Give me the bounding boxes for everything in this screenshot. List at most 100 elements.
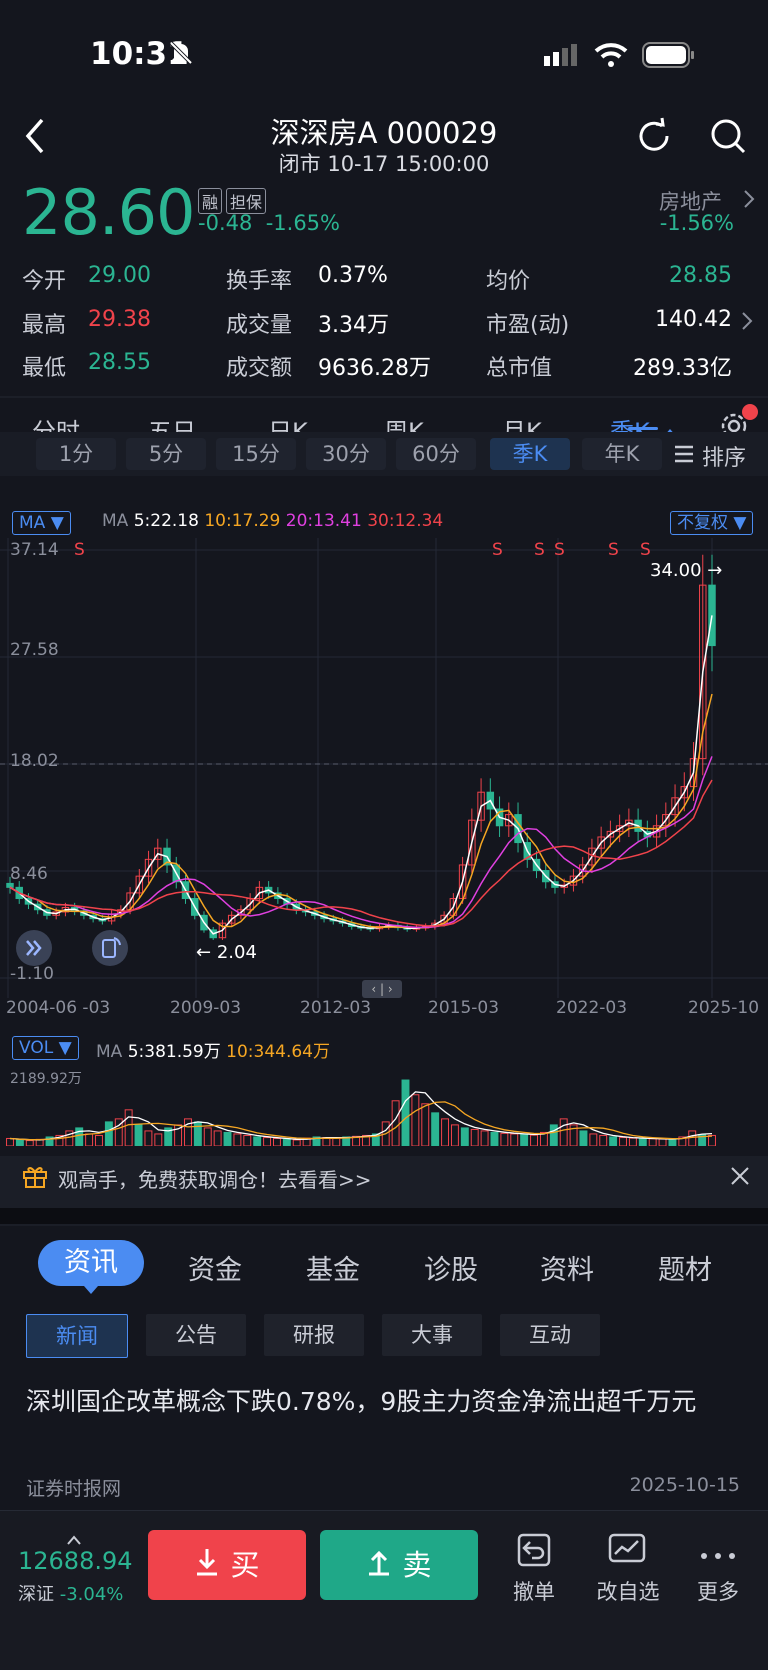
chevron-right-icon[interactable] <box>740 310 754 336</box>
battery-icon <box>642 42 696 72</box>
subtab-research[interactable]: 研报 <box>264 1314 364 1356</box>
tab-funds-flow[interactable]: 资金 <box>188 1255 242 1286</box>
volume-bar <box>25 1140 34 1146</box>
close-icon[interactable] <box>730 1166 750 1190</box>
turnover-rate-label: 换手率 <box>226 269 293 294</box>
ma20-value: 20:13.41 <box>285 511 362 531</box>
tab-diagnosis[interactable]: 诊股 <box>424 1255 478 1286</box>
volume-bar <box>164 1127 173 1146</box>
expand-left-button[interactable] <box>16 930 52 966</box>
tab-theme[interactable]: 题材 <box>658 1255 712 1286</box>
date-axis-label: 2015-03 <box>428 998 500 1018</box>
ma-prefix: MA <box>102 511 129 531</box>
drag-handle[interactable]: ‹ | › <box>362 980 402 998</box>
back-button[interactable] <box>22 116 50 160</box>
volume-chart[interactable] <box>0 1064 768 1146</box>
ma5-value: 5:22.18 <box>133 511 199 531</box>
ma10-value: 10:17.29 <box>204 511 281 531</box>
gift-icon <box>22 1163 48 1193</box>
sort-button[interactable]: 排序 <box>702 446 747 471</box>
interval-5min[interactable]: 5分 <box>126 438 206 470</box>
current-price: 28.60 <box>22 176 195 249</box>
open-value: 29.00 <box>88 263 151 288</box>
ma-line <box>9 779 713 927</box>
sort-list-icon[interactable] <box>674 444 694 468</box>
interval-year[interactable]: 年K <box>582 438 662 470</box>
tab-news[interactable]: 资讯 <box>38 1240 144 1286</box>
interval-60min[interactable]: 60分 <box>396 438 476 470</box>
volume-bar <box>243 1134 252 1146</box>
candle-body <box>218 922 227 939</box>
signal-marker: S <box>608 540 619 560</box>
interval-quarter[interactable]: 季K <box>490 438 570 470</box>
cancel-order-button[interactable]: 撤单 <box>513 1580 555 1604</box>
notification-dot <box>742 404 758 420</box>
rotate-screen-button[interactable] <box>92 930 128 966</box>
subtab-events[interactable]: 大事 <box>382 1314 482 1356</box>
buy-button[interactable]: 买 <box>148 1530 306 1600</box>
edit-watchlist-button[interactable]: 改自选 <box>596 1580 660 1604</box>
volume-bar <box>579 1130 588 1146</box>
kline-chart[interactable] <box>0 538 768 1026</box>
ma-select[interactable]: MA ▼ <box>12 511 71 535</box>
volume-bar <box>668 1138 677 1146</box>
more-button[interactable]: 更多 <box>697 1580 739 1604</box>
amount-value: 9636.28万 <box>318 356 431 381</box>
ma-values: MA 5:22.18 10:17.29 20:13.41 30:12.34 <box>102 511 443 531</box>
vol-ma-prefix: MA <box>96 1042 123 1062</box>
section-divider <box>0 1208 768 1224</box>
more-dots-icon[interactable] <box>700 1546 736 1565</box>
signal-marker: S <box>492 540 503 560</box>
volume-bar <box>559 1118 568 1146</box>
refresh-button[interactable] <box>634 116 674 160</box>
ma-line <box>9 615 713 935</box>
sell-button[interactable]: 卖 <box>320 1530 478 1600</box>
volume-bar <box>292 1139 301 1146</box>
low-value: 28.55 <box>88 350 151 375</box>
volume-bar <box>203 1127 212 1146</box>
index-value[interactable]: 12688.94 <box>18 1547 133 1575</box>
promo-text[interactable]: 观高手，免费获取调仓！去看看>> <box>58 1168 372 1192</box>
open-label: 今开 <box>22 269 67 294</box>
volume-bar <box>233 1133 242 1146</box>
avg-value: 28.85 <box>669 263 732 288</box>
candle-body <box>606 830 615 838</box>
tab-fund[interactable]: 基金 <box>306 1255 360 1286</box>
volume-bar <box>599 1134 608 1146</box>
pe-label: 市盈(动) <box>486 313 570 338</box>
cancel-order-icon[interactable] <box>516 1532 552 1572</box>
candle-body <box>6 882 14 888</box>
vol-select[interactable]: VOL ▼ <box>12 1036 79 1060</box>
price-axis-label: 37.14 <box>10 540 59 560</box>
volume-bar <box>549 1124 558 1146</box>
interval-15min[interactable]: 15分 <box>216 438 296 470</box>
tab-profile[interactable]: 资料 <box>540 1255 594 1286</box>
subtab-interaction[interactable]: 互动 <box>500 1314 600 1356</box>
interval-30min[interactable]: 30分 <box>306 438 386 470</box>
adjust-select[interactable]: 不复权 ▼ <box>670 511 754 535</box>
low-label: 最低 <box>22 356 67 381</box>
subtab-announcement[interactable]: 公告 <box>146 1314 246 1356</box>
subtab-news[interactable]: 新闻 <box>26 1314 128 1358</box>
signal-icon <box>544 44 580 70</box>
volume-label: 成交量 <box>226 313 293 338</box>
news-headline[interactable]: 深圳国企改革概念下跌0.78%，9股主力资金净流出超千万元 <box>26 1387 697 1416</box>
volume-bar <box>569 1124 578 1146</box>
volume-bar <box>500 1132 509 1146</box>
pe-value: 140.42 <box>655 307 732 332</box>
sector-link[interactable]: 房地产 <box>659 186 722 216</box>
chevron-up-icon[interactable] <box>66 1530 82 1549</box>
search-button[interactable] <box>708 116 748 160</box>
volume-bar <box>15 1139 24 1146</box>
edit-watchlist-icon[interactable] <box>608 1532 646 1572</box>
volume-bar <box>688 1130 697 1146</box>
price-axis-label: 27.58 <box>10 640 59 660</box>
date-axis-label: 2025-10 <box>688 998 760 1018</box>
candle-body <box>671 797 679 816</box>
volume-bar <box>75 1127 84 1146</box>
interval-1min[interactable]: 1分 <box>36 438 116 470</box>
mcap-value: 289.33亿 <box>633 356 732 381</box>
high-label: 最高 <box>22 313 67 338</box>
margin-tag: 融 <box>198 188 223 214</box>
candle-body <box>680 786 689 799</box>
